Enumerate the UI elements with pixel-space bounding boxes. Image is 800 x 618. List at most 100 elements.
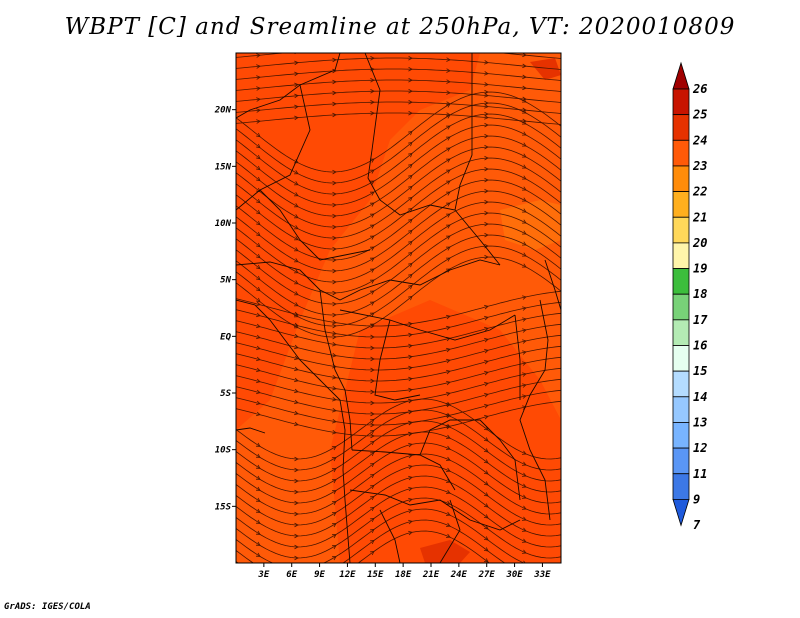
streamline-arrow <box>408 88 413 94</box>
streamline-arrow <box>369 418 375 424</box>
streamline-arrow <box>446 402 451 408</box>
wbpt-24-25-patch <box>530 58 561 80</box>
streamline-arrow <box>256 389 261 395</box>
streamline-arrow <box>369 528 375 534</box>
streamline-arrow <box>484 199 489 205</box>
streamline-arrow <box>369 158 375 163</box>
wbpt-24-25-patch <box>420 540 470 563</box>
streamline-arrow <box>332 352 337 358</box>
colorbar-segment <box>672 216 690 244</box>
streamline-arrow <box>484 166 489 172</box>
streamline-arrow <box>293 181 299 186</box>
streamline-arrow <box>483 547 489 552</box>
streamline-arrow <box>521 461 527 466</box>
streamline-arrow <box>369 462 375 468</box>
lon-tick-label: 18E <box>395 570 412 580</box>
streamline-arrow <box>522 85 527 91</box>
streamline-arrow <box>332 334 337 340</box>
streamline-arrow <box>446 380 451 386</box>
streamline-arrow <box>521 516 527 521</box>
streamline-arrow <box>484 122 489 128</box>
streamline-arrow <box>408 332 413 338</box>
streamline-arrow <box>370 356 375 362</box>
streamline-arrow <box>408 508 413 514</box>
colorbar-segment <box>672 370 690 398</box>
streamline-arrow <box>483 459 489 464</box>
streamline-arrow <box>256 220 261 226</box>
streamline-arrow <box>370 334 375 340</box>
streamline-arrow <box>293 214 299 219</box>
streamline-arrow <box>408 196 413 202</box>
streamline-arrow <box>445 136 451 141</box>
streamline-arrow <box>256 411 261 417</box>
streamline-arrow <box>370 411 375 417</box>
streamline-arrow <box>408 295 413 301</box>
streamline-arrow <box>445 191 451 196</box>
streamline-arrow <box>483 437 489 442</box>
streamline-arrow <box>332 57 337 63</box>
streamline-arrow <box>522 361 527 366</box>
streamline-arrow <box>408 251 413 257</box>
streamline-arrow <box>484 403 489 409</box>
streamline-arrow <box>332 90 337 96</box>
streamline-arrow <box>408 229 413 235</box>
streamline-arrow <box>521 263 527 268</box>
streamline-arrow <box>408 45 412 49</box>
streamline-arrow <box>255 442 261 447</box>
streamline-arrow <box>332 429 337 435</box>
streamline-arrow <box>484 315 489 321</box>
streamline-arrow <box>369 506 375 512</box>
grads-credit: GrADS: IGES/COLA <box>4 602 91 612</box>
streamline-arrow <box>294 71 299 77</box>
streamline-arrow <box>256 209 261 215</box>
streamline-arrow <box>370 389 375 395</box>
streamline <box>236 497 561 559</box>
streamline-arrow <box>408 185 413 191</box>
streamline-arrow <box>408 497 413 503</box>
streamline-arrow <box>332 568 336 572</box>
streamline-arrow <box>255 519 261 524</box>
streamline <box>236 112 561 125</box>
streamline <box>236 486 561 548</box>
streamline-arrow <box>294 93 299 99</box>
streamline-arrow <box>369 539 375 545</box>
colorbar-label: 7 <box>693 518 701 532</box>
streamline-arrow <box>369 202 375 207</box>
streamline-arrow <box>521 230 527 235</box>
streamline-arrow <box>331 457 337 462</box>
streamline-arrow <box>445 114 451 119</box>
colorbar-segment <box>672 447 690 475</box>
streamline-arrow <box>332 319 337 325</box>
streamline-arrow <box>256 312 261 318</box>
colorbar-label: 24 <box>692 133 707 147</box>
streamline-arrow <box>445 522 451 527</box>
colorbar-bottom-triangle <box>672 498 690 527</box>
streamline-arrow <box>521 450 527 455</box>
streamline-arrow <box>256 108 261 113</box>
streamline-arrow <box>332 112 337 118</box>
lon-tick-label: 6E <box>286 570 297 580</box>
streamline-arrow <box>332 385 337 391</box>
streamline-arrow <box>484 304 489 310</box>
streamline-arrow <box>445 467 451 472</box>
lat-tick-label: 20N <box>214 106 232 116</box>
streamline-arrow <box>521 208 527 213</box>
streamline-arrow <box>256 231 261 237</box>
streamline-arrow <box>332 407 337 413</box>
streamline-arrow <box>484 71 489 76</box>
streamline-arrow <box>369 495 375 501</box>
streamline-arrow <box>255 552 261 557</box>
streamline-arrow <box>408 99 413 105</box>
streamline-arrow <box>256 286 261 292</box>
streamline-arrow <box>369 191 375 196</box>
streamline-arrow <box>294 421 299 427</box>
streamline <box>236 464 561 526</box>
colorbar-segment <box>672 396 690 423</box>
streamline-arrow <box>445 533 451 538</box>
streamline-arrow <box>408 398 413 404</box>
streamline-arrow <box>408 262 413 268</box>
colorbar-label: 9 <box>693 492 700 506</box>
streamline-arrow <box>293 269 299 274</box>
streamline-arrow <box>256 86 261 91</box>
streamline-arrow <box>522 118 527 124</box>
